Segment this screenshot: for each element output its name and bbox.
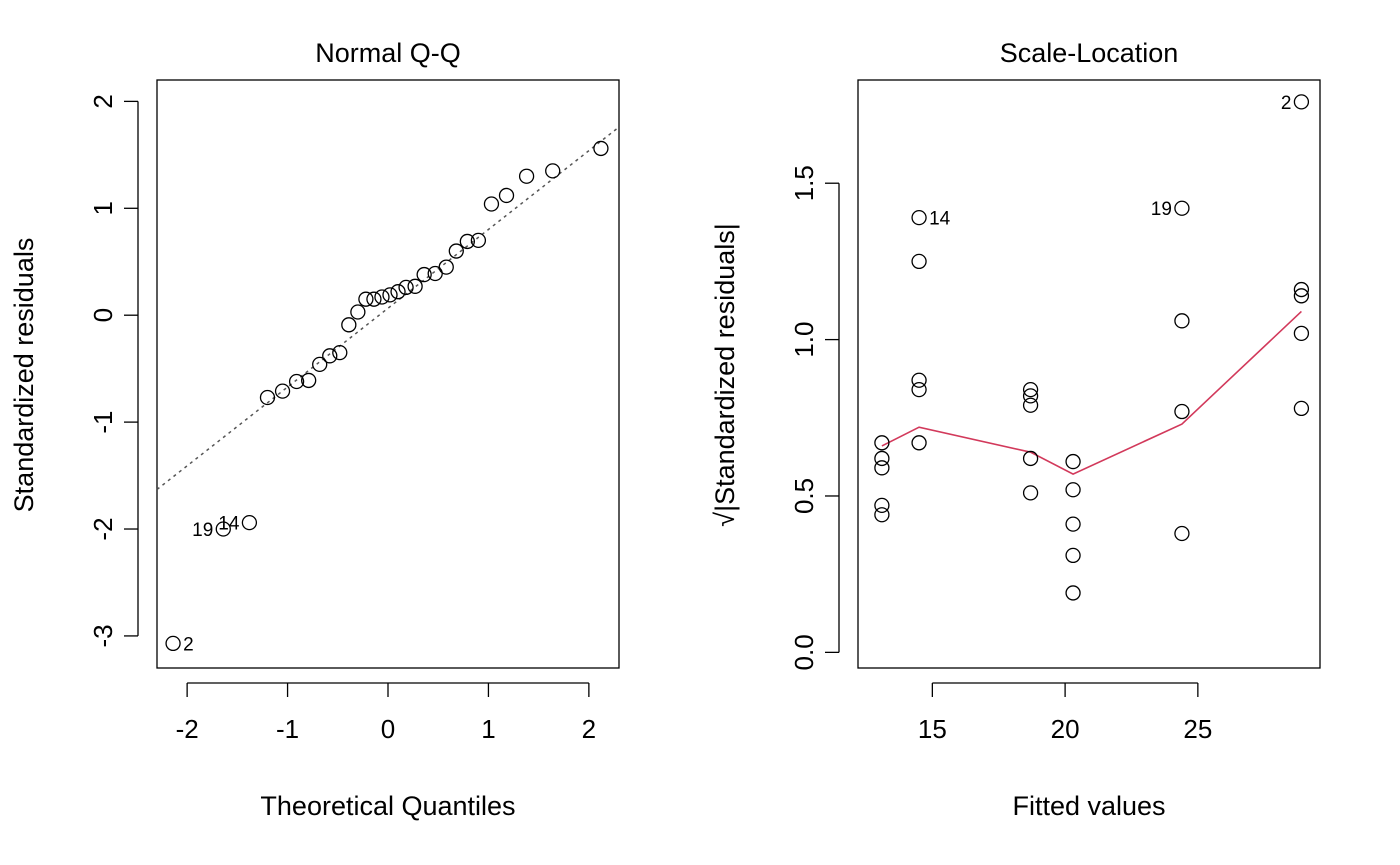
scale-location-data-point xyxy=(1065,547,1081,564)
qq-data-point xyxy=(545,163,561,179)
scale-location-point-label: 14 xyxy=(929,209,951,230)
qq-y-tick-label: -1 xyxy=(88,411,118,434)
qq-point-label: 19 xyxy=(192,520,213,541)
scale-location-x-tick-label: 20 xyxy=(1051,714,1080,744)
scale-location-x-axis-title: Fitted values xyxy=(1012,791,1165,821)
scale-location-x-tick-label: 15 xyxy=(918,714,947,744)
qq-data-point xyxy=(427,265,443,282)
qq-data-point xyxy=(398,279,414,296)
scale-location-data-point xyxy=(911,435,927,451)
scale-location-data-point xyxy=(1022,381,1039,398)
qq-x-tick-label: 2 xyxy=(582,714,596,744)
qq-reference-line xyxy=(156,126,620,491)
qq-x-tick-label: -1 xyxy=(276,714,299,744)
qq-data-point xyxy=(593,140,609,157)
scale-location-y-tick-label: 0.0 xyxy=(789,634,819,670)
scale-location-data-point xyxy=(1174,313,1190,329)
scale-location-y-tick-label: 1.5 xyxy=(789,165,819,201)
qq-point-label: 2 xyxy=(183,634,194,655)
qq-y-tick-label: -3 xyxy=(88,624,118,647)
qq-panel: Normal Q-Q Theoretical Quantiles Standar… xyxy=(9,38,620,821)
qq-title: Normal Q-Q xyxy=(315,38,461,68)
scale-location-data-point xyxy=(911,253,927,270)
qq-data-point xyxy=(301,372,317,389)
qq-data-point xyxy=(498,187,515,204)
qq-y-tick-label: -2 xyxy=(88,517,118,540)
scale-location-data-point xyxy=(1174,200,1190,216)
scale-location-data-point xyxy=(911,209,927,226)
scale-location-data-point xyxy=(911,381,927,398)
scale-location-plot-box xyxy=(857,79,1321,669)
scale-location-data-point xyxy=(874,460,890,476)
qq-data-point xyxy=(518,168,535,184)
scale-location-data-point xyxy=(1174,525,1190,542)
scale-location-point-label: 2 xyxy=(1281,93,1292,114)
qq-y-tick-label: 0 xyxy=(88,308,118,322)
scale-location-data-point xyxy=(1065,516,1081,532)
scale-location-data-point xyxy=(1022,485,1039,501)
scale-location-data-point xyxy=(1293,288,1310,304)
scale-location-title: Scale-Location xyxy=(1000,38,1179,68)
qq-x-tick-label: 1 xyxy=(481,714,495,744)
scale-location-data-point xyxy=(874,450,890,467)
scale-location-point-label: 19 xyxy=(1151,199,1172,220)
scale-location-data-point xyxy=(1022,388,1039,404)
scale-location-data-point xyxy=(1065,453,1081,470)
qq-data-point xyxy=(322,348,338,364)
qq-plot-box xyxy=(156,79,620,669)
scale-location-panel: Scale-Location Fitted values √|Standardi… xyxy=(710,38,1321,821)
scale-location-smoother-line xyxy=(881,310,1302,475)
qq-point-label: 14 xyxy=(218,514,240,535)
qq-y-tick-label: 2 xyxy=(88,94,118,108)
scale-location-data-point xyxy=(1293,325,1310,341)
qq-data-point xyxy=(382,287,398,303)
scale-location-data-point xyxy=(1293,281,1310,298)
scale-location-data-point xyxy=(874,507,890,523)
qq-y-axis-title: Standardized residuals xyxy=(9,238,39,513)
scale-location-y-axis-title: √|Standardized residuals| xyxy=(710,223,740,527)
qq-data-point xyxy=(470,232,487,249)
qq-x-tick-label: -2 xyxy=(176,714,199,744)
qq-data-point xyxy=(350,304,366,320)
qq-data-point xyxy=(215,521,231,537)
qq-y-tick-label: 1 xyxy=(88,201,118,215)
scale-location-y-tick-label: 0.5 xyxy=(789,478,819,514)
qq-data-point xyxy=(459,233,475,250)
scale-location-data-point xyxy=(1022,397,1039,413)
qq-data-point xyxy=(274,383,291,399)
qq-data-point xyxy=(341,317,357,333)
qq-data-point xyxy=(407,278,423,294)
scale-location-data-point xyxy=(1065,585,1081,601)
qq-data-point xyxy=(483,196,500,212)
scale-location-data-point xyxy=(1293,94,1310,110)
qq-x-axis-title: Theoretical Quantiles xyxy=(260,791,515,821)
scale-location-data-point xyxy=(911,372,927,388)
qq-data-point xyxy=(366,291,382,307)
qq-data-point xyxy=(288,373,305,390)
qq-data-point xyxy=(241,514,258,531)
qq-data-point xyxy=(390,284,406,300)
qq-data-point xyxy=(332,344,348,361)
qq-data-point xyxy=(448,243,464,259)
scale-location-data-point xyxy=(1022,450,1039,467)
scale-location-data-point xyxy=(1293,400,1310,417)
qq-data-point xyxy=(358,291,374,307)
qq-data-point xyxy=(259,389,276,406)
qq-data-point xyxy=(416,266,432,283)
scale-location-data-point xyxy=(874,435,890,451)
qq-x-tick-label: 0 xyxy=(381,714,395,744)
qq-data-point xyxy=(438,259,454,275)
scale-location-data-point xyxy=(874,497,890,514)
scale-location-data-point xyxy=(1174,403,1190,420)
qq-data-point xyxy=(312,356,328,373)
scale-location-data-point xyxy=(1065,482,1081,498)
qq-data-point xyxy=(374,289,390,305)
scale-location-x-tick-label: 25 xyxy=(1183,714,1212,744)
scale-location-y-tick-label: 1.0 xyxy=(789,322,819,358)
qq-data-point xyxy=(165,635,181,652)
